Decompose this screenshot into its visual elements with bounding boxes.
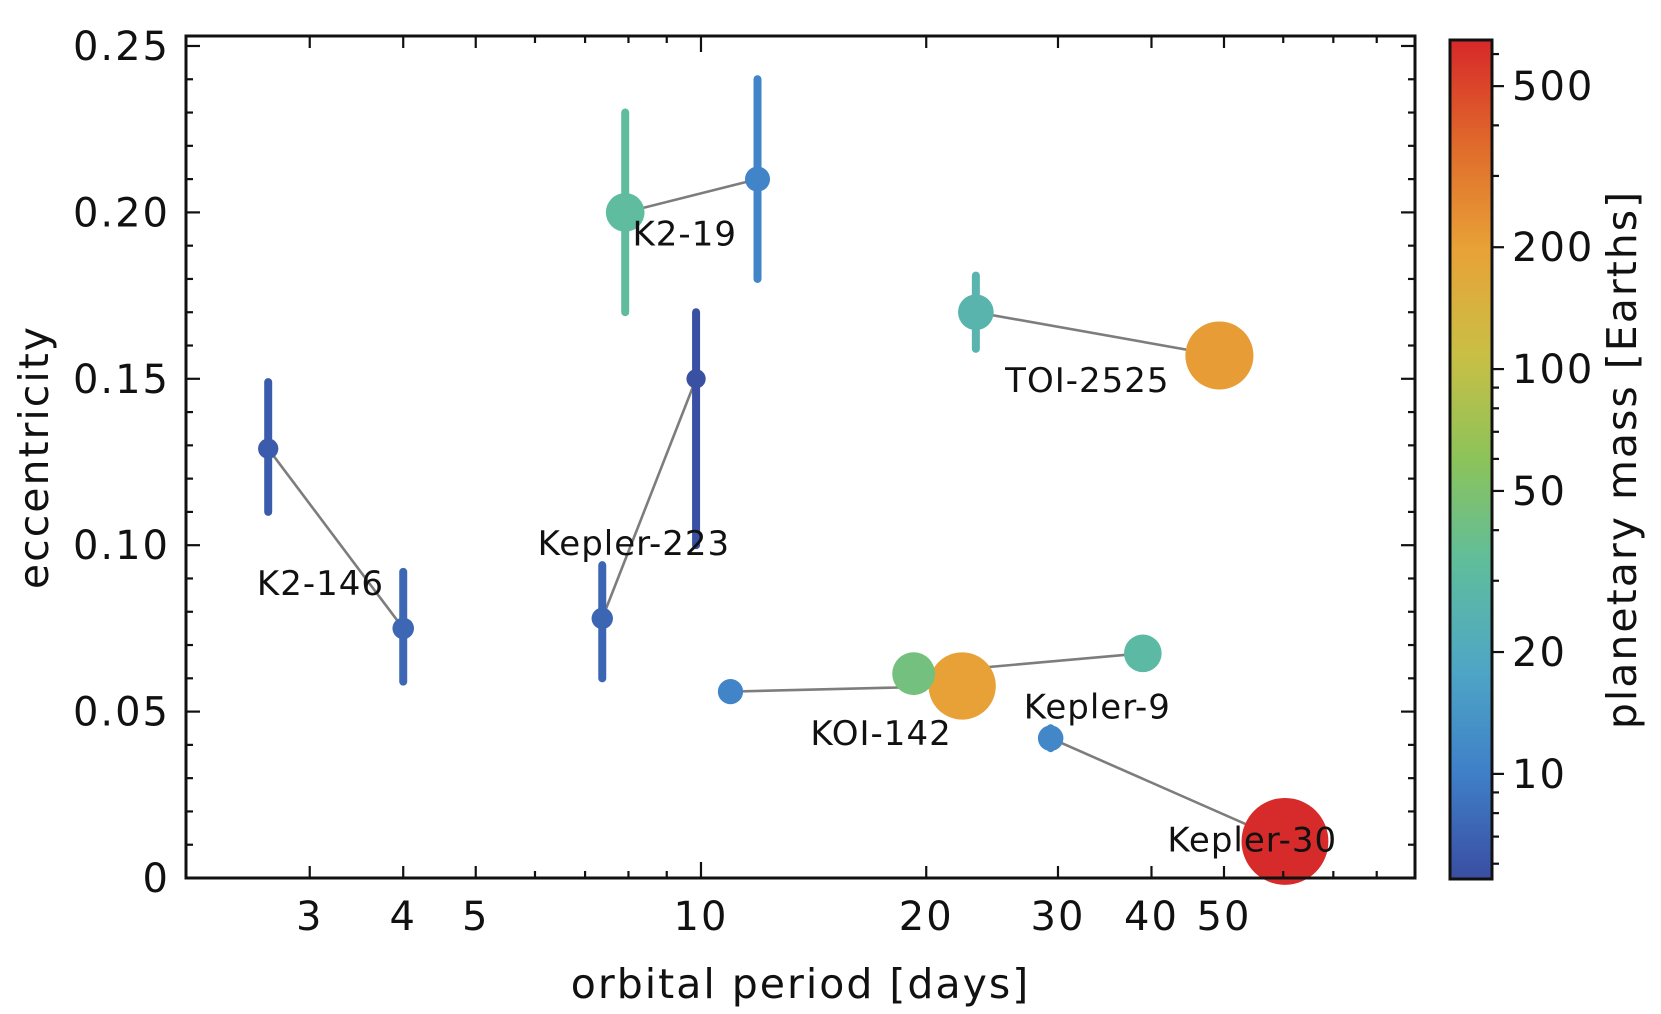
system-label: KOI-142 bbox=[810, 714, 951, 754]
planet-point bbox=[686, 369, 706, 389]
x-tick-label: 20 bbox=[899, 894, 954, 940]
planet-point bbox=[591, 607, 613, 630]
y-tick-label: 0.20 bbox=[73, 190, 170, 236]
connector-lines bbox=[267, 177, 1286, 843]
colorbar-title: planetary mass [Earths] bbox=[1598, 190, 1646, 729]
planet-point bbox=[1241, 797, 1329, 885]
system-labels: K2-146 Kepler-223 K2-19 TOI-2525 KOI-142 Kepl… bbox=[257, 215, 1337, 861]
y-tick-label: 0.25 bbox=[73, 24, 170, 70]
y-tick-label: 0.10 bbox=[73, 523, 170, 569]
connector-line bbox=[267, 447, 405, 630]
y-tick-label: 0 bbox=[143, 856, 170, 902]
x-axis-title: orbital period [days] bbox=[571, 960, 1030, 1008]
connector-line bbox=[624, 177, 758, 214]
colorbar-tick-label: 20 bbox=[1512, 630, 1567, 676]
planet-point bbox=[1037, 725, 1064, 751]
system-label: Kepler-9 bbox=[1024, 687, 1171, 727]
system-label: Kepler-223 bbox=[538, 524, 730, 564]
colorbar-tick-label: 200 bbox=[1512, 225, 1594, 271]
x-tick-label: 5 bbox=[462, 894, 489, 940]
connector-line bbox=[975, 310, 1220, 357]
colorbar-tick-label: 100 bbox=[1512, 347, 1594, 393]
error-bars bbox=[264, 75, 1055, 753]
axis-ticks: 0 0.05 0.10 0.15 0.20 0.25 3 4 5 10 20 30 40 50 bbox=[73, 24, 1417, 940]
planet-point bbox=[744, 166, 771, 192]
colorbar-tick-label: 50 bbox=[1512, 469, 1567, 515]
system-label: Kepler-30 bbox=[1167, 820, 1337, 860]
planet-point bbox=[258, 438, 279, 459]
system-label: K2-19 bbox=[633, 215, 737, 255]
x-tick-label: 10 bbox=[674, 894, 729, 940]
system-label: TOI-2525 bbox=[1004, 361, 1169, 401]
colorbar-tick-label: 10 bbox=[1512, 752, 1567, 798]
planet-point bbox=[717, 679, 744, 705]
x-tick-label: 40 bbox=[1124, 894, 1179, 940]
y-axis-title: eccentricity bbox=[10, 325, 58, 589]
y-tick-label: 0.05 bbox=[73, 690, 170, 736]
planet-point bbox=[958, 294, 994, 331]
planet-point bbox=[1124, 634, 1162, 673]
x-tick-label: 3 bbox=[296, 894, 323, 940]
data-points bbox=[258, 166, 1329, 885]
planet-point bbox=[892, 652, 936, 696]
planet-point bbox=[928, 652, 996, 720]
x-tick-label: 50 bbox=[1197, 894, 1252, 940]
colorbar bbox=[1448, 38, 1494, 881]
plot-frame bbox=[184, 34, 1417, 880]
planet-point bbox=[1185, 321, 1254, 390]
connector-line bbox=[601, 378, 698, 619]
x-tick-label: 4 bbox=[389, 894, 416, 940]
planet-point bbox=[605, 193, 645, 232]
system-label: K2-146 bbox=[257, 564, 384, 604]
planet-point bbox=[392, 617, 414, 640]
colorbar-ticks: 10 20 50 100 200 500 bbox=[1492, 52, 1594, 865]
colorbar-tick-label: 500 bbox=[1512, 64, 1594, 110]
x-tick-label: 30 bbox=[1031, 894, 1086, 940]
y-tick-label: 0.15 bbox=[73, 357, 170, 403]
